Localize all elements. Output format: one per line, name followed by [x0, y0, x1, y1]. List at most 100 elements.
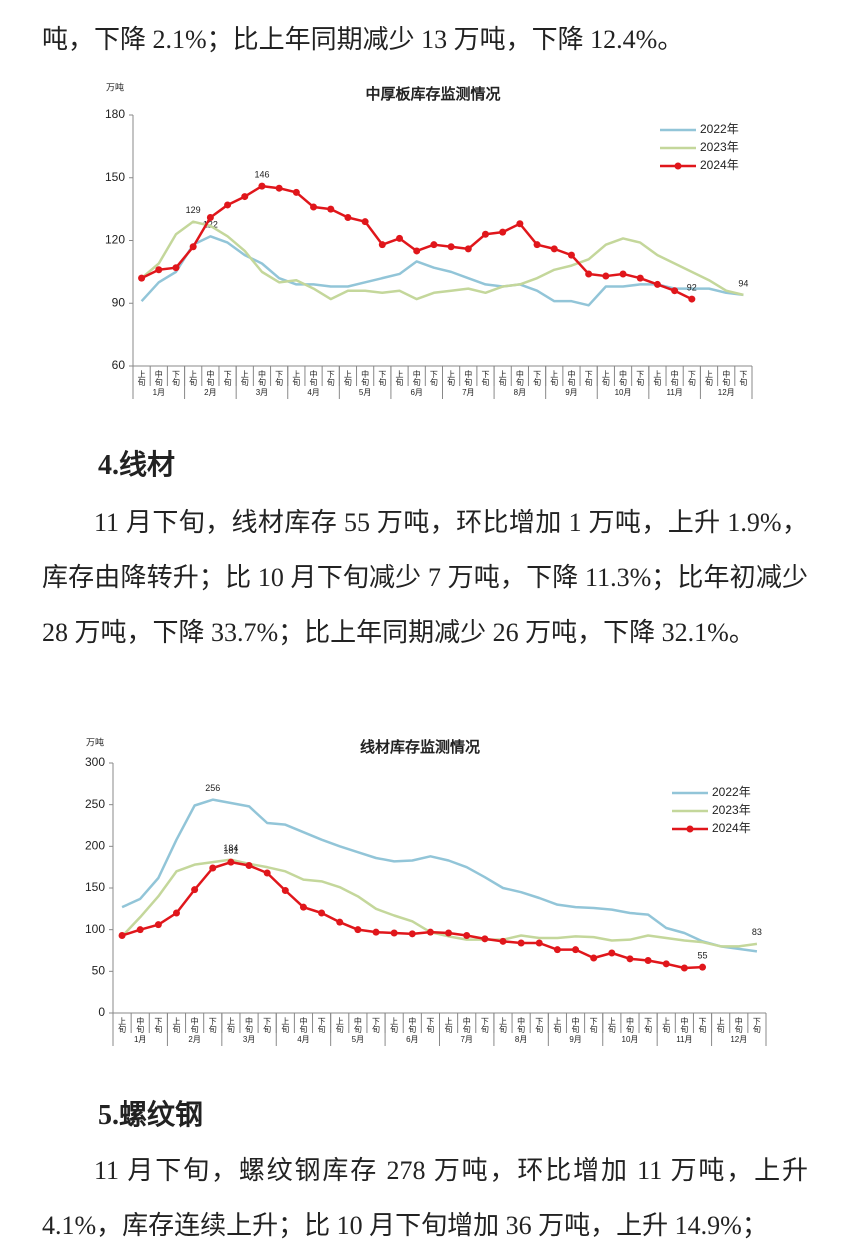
month-label: 5月: [352, 1035, 364, 1044]
x-tick-label: 下旬: [426, 1017, 435, 1034]
x-tick-label: 中旬: [136, 1016, 145, 1034]
point: [390, 929, 398, 937]
data-label: 83: [752, 927, 762, 937]
x-tick-label: 下旬: [378, 370, 387, 387]
point: [118, 932, 126, 939]
point: [258, 182, 266, 190]
point: [209, 864, 217, 872]
legend-label: 2022年: [712, 785, 751, 799]
data-label: 256: [205, 783, 220, 793]
x-tick-label: 上旬: [390, 1017, 399, 1034]
x-tick-label: 上旬: [335, 1017, 344, 1034]
x-tick-label: 上旬: [607, 1017, 616, 1034]
legend-label: 2023年: [700, 140, 739, 154]
x-tick-label: 中旬: [353, 1016, 362, 1034]
y-tick-label: 120: [105, 233, 125, 247]
point: [245, 862, 253, 869]
x-tick-label: 中旬: [734, 1016, 743, 1034]
point: [445, 929, 453, 937]
point: [281, 887, 289, 894]
point: [644, 957, 652, 964]
x-tick-label: 上旬: [444, 1017, 453, 1034]
legend-label: 2024年: [712, 821, 751, 835]
x-tick-label: 上旬: [601, 370, 610, 387]
point: [263, 869, 271, 877]
x-tick-label: 上旬: [343, 370, 352, 387]
y-unit: 万吨: [106, 81, 124, 92]
x-tick-label: 下旬: [481, 370, 490, 387]
month-label: 6月: [406, 1035, 418, 1044]
point: [344, 213, 352, 221]
legend-label: 2022年: [700, 122, 739, 136]
point: [602, 272, 610, 280]
point: [447, 243, 455, 251]
point: [619, 270, 627, 278]
x-tick-label: 下旬: [739, 370, 748, 387]
x-tick-label: 上旬: [662, 1017, 671, 1034]
x-tick-label: 中旬: [245, 1016, 254, 1034]
point: [318, 909, 326, 917]
point: [426, 928, 434, 936]
x-tick-label: 下旬: [535, 1017, 544, 1034]
point: [241, 193, 249, 201]
x-tick-label: 中旬: [257, 369, 266, 387]
chart-title: 线材库存监测情况: [360, 738, 480, 756]
month-label: 2月: [188, 1035, 200, 1044]
x-tick-label: 中旬: [464, 369, 473, 387]
month-label: 11月: [666, 388, 682, 397]
point: [499, 937, 507, 945]
point: [481, 230, 489, 238]
point: [653, 280, 661, 288]
series-line: [140, 235, 744, 307]
point: [481, 935, 489, 943]
point: [361, 218, 369, 226]
series-line: [121, 860, 703, 970]
x-tick-label: 中旬: [670, 369, 679, 387]
month-label: 10月: [615, 388, 632, 397]
x-tick-label: 上旬: [137, 370, 146, 387]
point: [567, 251, 575, 259]
point: [224, 201, 232, 209]
point: [585, 270, 593, 278]
x-tick-label: 中旬: [408, 1016, 417, 1034]
month-label: 4月: [307, 388, 319, 397]
x-tick-label: 下旬: [644, 1017, 653, 1034]
x-tick-label: 上旬: [292, 370, 301, 387]
x-tick-label: 中旬: [680, 1016, 689, 1034]
y-tick-label: 60: [112, 358, 126, 372]
x-tick-label: 下旬: [171, 370, 180, 387]
point: [206, 213, 214, 221]
x-tick-label: 中旬: [154, 369, 163, 387]
legend-marker: [686, 825, 694, 833]
x-tick-label: 中旬: [619, 369, 628, 387]
point: [572, 946, 580, 954]
x-tick-label: 中旬: [571, 1016, 580, 1034]
month-label: 9月: [565, 388, 577, 397]
month-label: 10月: [622, 1035, 639, 1044]
paragraph: 11 月下旬，螺纹钢库存 278 万吨，环比增加 11 万吨，上升 4.1%，库…: [42, 1156, 808, 1240]
month-label: 3月: [256, 388, 268, 397]
x-tick-label: 中旬: [309, 369, 318, 387]
x-tick-label: 上旬: [653, 370, 662, 387]
point: [327, 205, 335, 213]
month-label: 8月: [515, 1035, 527, 1044]
x-tick-label: 上旬: [226, 1017, 235, 1034]
point: [499, 228, 507, 236]
y-unit: 万吨: [86, 736, 104, 747]
point: [550, 245, 558, 253]
x-tick-label: 中旬: [517, 1016, 526, 1034]
point: [155, 266, 163, 274]
paragraph: 吨，下降 2.1%；比上年同期减少 13 万吨，下降 12.4%。: [42, 25, 684, 54]
point: [517, 939, 525, 947]
point: [553, 946, 561, 954]
month-label: 9月: [569, 1035, 581, 1044]
month-label: 5月: [359, 388, 371, 397]
x-tick-label: 上旬: [498, 370, 507, 387]
month-label: 1月: [134, 1035, 146, 1044]
x-tick-label: 下旬: [752, 1017, 761, 1034]
x-tick-label: 上旬: [553, 1017, 562, 1034]
point: [608, 949, 616, 957]
x-tick-label: 下旬: [326, 370, 335, 387]
